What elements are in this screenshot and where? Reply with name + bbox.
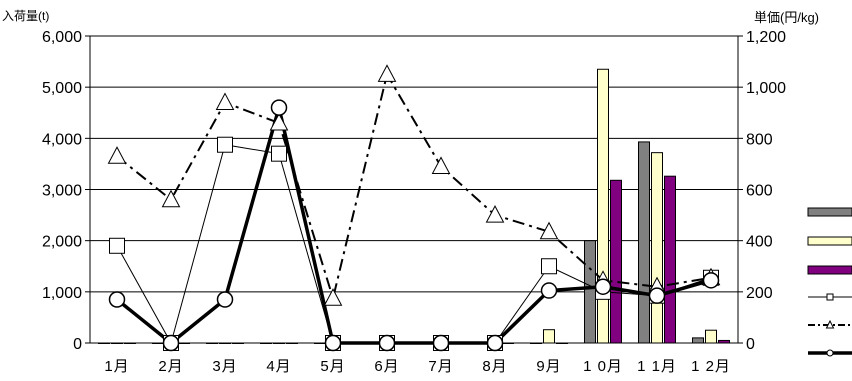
x-tick-label: 6月	[374, 358, 399, 375]
legend-triangle-marker	[825, 319, 835, 329]
left-tick-label: 2,000	[42, 234, 82, 251]
circle-marker	[216, 291, 234, 308]
bar	[219, 342, 231, 344]
triangle-marker	[161, 189, 181, 208]
bar	[152, 342, 164, 344]
circle-marker	[162, 334, 180, 352]
left-axis-tick-labels: 0 1,000 2,000 3,000 4,000 5,000 6,000	[42, 29, 90, 353]
left-tick-label: 3,000	[42, 183, 82, 200]
x-tick-label: 3月	[212, 358, 237, 375]
bar	[178, 342, 190, 344]
circle-marker	[594, 278, 612, 295]
legend-bar-swatch	[807, 207, 852, 217]
bar	[232, 342, 244, 344]
line-series-group	[107, 64, 721, 352]
bar	[111, 342, 123, 344]
left-tick-label: 0	[73, 336, 82, 353]
circle-marker	[432, 334, 450, 352]
right-tick-label: 200	[746, 285, 773, 302]
triangle-marker	[215, 92, 235, 111]
square-marker	[217, 136, 233, 153]
triangle-marker	[269, 112, 289, 131]
x-axis-tick-labels: 1月 2月 3月 4月 5月 6月 7月 8月 9月 1 0月 1 1月 1 2月	[104, 358, 731, 375]
bar	[610, 179, 622, 344]
line-series	[116, 71, 712, 303]
right-axis-label: 単価(円/kg)	[754, 10, 819, 25]
bar	[597, 68, 609, 344]
bar	[556, 342, 568, 344]
x-tick-label: 9月	[536, 358, 561, 375]
right-tick-label: 0	[746, 336, 755, 353]
bar	[206, 342, 218, 344]
bar	[530, 342, 542, 344]
bar	[286, 342, 298, 344]
circle-marker	[270, 99, 288, 116]
bar	[260, 342, 272, 344]
triangle-marker	[377, 64, 397, 82]
triangle-marker	[485, 205, 505, 223]
circle-marker	[648, 287, 666, 304]
bar	[718, 339, 730, 344]
circle-marker	[702, 272, 720, 289]
circle-marker	[540, 282, 558, 299]
circle-marker	[378, 334, 396, 352]
line-series	[115, 107, 712, 346]
circle-marker	[486, 334, 504, 352]
bar	[314, 342, 326, 344]
right-axis-tick-labels: 0 200 400 600 800 1,000 1,200	[738, 29, 786, 353]
circle-marker	[324, 334, 342, 352]
x-tick-label: 1 1月	[637, 358, 677, 375]
bar	[584, 240, 596, 344]
square-marker	[541, 258, 557, 275]
legend-square-marker	[826, 293, 834, 301]
left-tick-label: 6,000	[42, 29, 82, 46]
x-tick-label: 7月	[428, 358, 453, 375]
legend-bar-swatch	[807, 265, 852, 275]
legend-circle-marker	[826, 349, 834, 357]
x-tick-label: 1 0月	[583, 358, 623, 375]
x-tick-label: 8月	[482, 358, 507, 375]
x-tick-label: 4月	[266, 358, 291, 375]
x-tick-label: 1月	[104, 358, 129, 375]
square-marker	[109, 237, 125, 254]
right-tick-label: 1,000	[746, 80, 786, 97]
bar	[98, 342, 110, 344]
left-tick-label: 1,000	[42, 285, 82, 302]
bar	[651, 152, 663, 344]
left-tick-label: 5,000	[42, 80, 82, 97]
x-tick-label: 2月	[158, 358, 183, 375]
triangle-marker	[323, 288, 343, 306]
triangle-marker	[107, 146, 127, 164]
square-marker	[271, 145, 287, 162]
bar	[692, 337, 704, 344]
bar	[543, 329, 555, 344]
left-tick-label: 4,000	[42, 131, 82, 148]
bar	[273, 342, 285, 344]
x-tick-label: 1 2月	[691, 358, 731, 375]
bar	[124, 342, 136, 344]
circle-marker	[108, 291, 126, 308]
bar	[502, 342, 514, 344]
right-tick-label: 800	[746, 131, 773, 148]
triangle-marker	[431, 156, 451, 174]
bar	[664, 175, 676, 344]
bar	[638, 141, 650, 344]
right-tick-label: 600	[746, 183, 773, 200]
legend	[807, 207, 852, 357]
bar-series-group	[98, 68, 730, 344]
left-axis-label: 入荷量(t)	[2, 9, 49, 23]
bar	[705, 329, 717, 344]
right-tick-label: 1,200	[746, 29, 786, 46]
legend-bar-swatch	[807, 236, 852, 246]
triangle-marker	[539, 221, 559, 240]
right-tick-label: 400	[746, 234, 773, 251]
x-tick-label: 5月	[320, 358, 345, 375]
